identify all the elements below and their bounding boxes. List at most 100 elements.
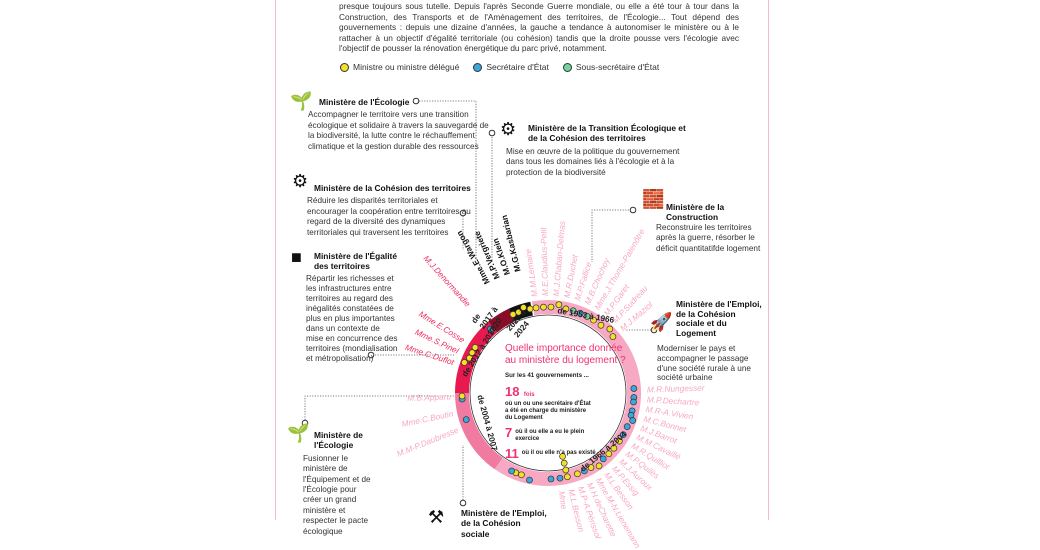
minister-dot [609, 333, 617, 340]
ministry-desc: Accompagner le territoire vers une trans… [308, 110, 489, 151]
sous-secretary-dot-icon [562, 62, 572, 72]
ministry-emploi-2: Ministère de l'Emploi, de la Cohésion so… [461, 508, 551, 539]
stat-3: 11 où il ou elle n'a pas existé [505, 446, 605, 461]
minister-dot [547, 303, 555, 311]
minister-dots [458, 301, 638, 484]
gears-icon: ⚙ [292, 171, 309, 191]
plant-hand-icon: 🌱 [287, 423, 310, 443]
connector-lines [304, 100, 651, 500]
minister-dot [563, 473, 571, 481]
minister-dot [630, 398, 637, 406]
minister-dot [619, 431, 627, 439]
minister-dot [509, 311, 517, 318]
stat-3-text: où il ou elle n'a pas existé [521, 450, 596, 456]
legend-minister: Ministre ou ministre délégué [340, 62, 459, 72]
stat-1-number: 18 [505, 384, 520, 399]
minister-dot [508, 467, 516, 475]
minister-dot [630, 385, 638, 392]
ministry-desc: Réduire les disparités territoriales et … [307, 196, 471, 237]
minister-dot [526, 305, 534, 313]
diagram-svg [301, 97, 658, 507]
minister-dot [462, 416, 470, 423]
france-map-icon: ■ [291, 247, 302, 267]
ministry-desc: Répartir les richesses et les infrastruc… [306, 274, 398, 363]
minister-dot-icon [340, 62, 349, 72]
stat-2-text: où il ou elle a eu le plein exercice [515, 429, 585, 442]
stat-1-text: où un ou une secrétaire d'État a été en … [505, 401, 591, 421]
minister-dot [599, 455, 607, 463]
connector-ecologie [419, 100, 477, 258]
minister-dot [520, 304, 527, 311]
minister-name: M.R.Nungesser [646, 382, 705, 395]
minister-dot [562, 466, 570, 474]
tools-icon: ⚒ [428, 507, 445, 527]
plant-hand-icon: 🌱 [290, 91, 313, 111]
legend-sous-secretary-label: Sous-secrétaire d'État [575, 62, 660, 72]
ministry-construction: Ministère de la Construction Reconstruir… [656, 202, 766, 254]
minister-dot [629, 417, 636, 424]
minister-dot [562, 305, 570, 313]
ministry-egalite: Ministère de l'Égalité des territoires R… [306, 251, 398, 364]
minister-dot [487, 325, 494, 333]
legend-minister-label: Ministre ou ministre délégué [353, 62, 460, 72]
legend-secretary-label: Secrétaire d'État [486, 62, 549, 72]
stat-2: 7 où il ou elle a eu le plein exercice [505, 425, 605, 443]
ministry-ecologie: Ministère de l'Écologie Accompagner le t… [308, 97, 489, 152]
ring-center-stats: Quelle importance donnée au ministère du… [505, 343, 630, 461]
infographic-frame [275, 0, 769, 520]
minister-dot [540, 303, 547, 311]
intro-text: presque toujours sous tutelle. Depuis l'… [339, 1, 739, 54]
ministry-title: Ministère de la Construction [666, 202, 725, 223]
minister-dot [560, 459, 568, 467]
minister-dot [559, 452, 566, 460]
minister-dot [526, 476, 533, 484]
minister-dot [532, 304, 540, 312]
minister-dot [574, 470, 581, 478]
legend-sous-secretary: Sous-secrétaire d'État [562, 62, 660, 72]
ring-inner-line [469, 314, 627, 472]
legend: Ministre ou ministre délégué Secrétaire … [340, 62, 659, 72]
ministry-title: Ministère de l'Emploi, de la Cohésion so… [676, 299, 762, 338]
ministry-emploi: Ministère de l'Emploi, de la Cohésion so… [657, 299, 762, 383]
stat-2-number: 7 [505, 425, 513, 440]
ministry-cohesion: Ministère de la Cohésion des territoires… [307, 183, 472, 238]
legend-secretary: Secrétaire d'État [473, 62, 549, 72]
subtitle: Sur les 41 gouvernements ... [505, 372, 589, 379]
minister-dot [547, 475, 555, 483]
minister-dot [623, 423, 631, 430]
ministry-ecologie-2: Ministère de l'Écologie Fusionner le min… [303, 430, 377, 537]
connector-ends [301, 97, 658, 507]
minister-dot [555, 301, 563, 309]
stat-1-unit: fois [523, 392, 535, 398]
minister-dot [471, 344, 479, 351]
ministry-desc: Mise en œuvre de la politique du gouvern… [506, 146, 680, 177]
rocket-icon: 🚀 [650, 312, 673, 332]
minister-dot [583, 313, 591, 320]
ministry-title: Ministère de l'Écologie [319, 97, 410, 107]
minister-dot [580, 467, 588, 475]
stat-3-number: 11 [505, 446, 519, 461]
stat-1: 18 fois [505, 383, 630, 401]
ministry-transition: Ministère de la Transition Écologique et… [506, 123, 686, 178]
ministry-title: Ministère de l'Écologie [314, 430, 363, 451]
connector-construction [591, 209, 629, 262]
minister-dot [615, 437, 623, 445]
minister-dot [556, 474, 564, 482]
minister-dot [590, 316, 597, 324]
minister-name: M.E.Claudius-Petit [538, 227, 551, 297]
minister-dot [576, 309, 584, 317]
minister-dot [605, 450, 613, 458]
plant-gears-hand-icon: ⚙ [500, 119, 517, 139]
question-title: Quelle importance donnée au ministère du… [505, 343, 626, 366]
minister-dot [595, 462, 603, 470]
builder-bricks-icon: 🧱 [642, 189, 665, 209]
minister-dot [518, 471, 525, 479]
ministry-title: Ministère de l'Emploi, de la Cohésion so… [461, 508, 547, 539]
minister-dot [468, 349, 476, 356]
ministry-desc: Reconstruire les territoires après la gu… [656, 222, 761, 253]
minister-dot [515, 308, 522, 316]
minister-dot [597, 321, 605, 329]
ministry-desc: Moderniser le pays et accompagner le pas… [657, 344, 751, 383]
ministry-title: Ministère de la Transition Écologique et… [528, 123, 686, 144]
minister-dot [466, 354, 473, 362]
